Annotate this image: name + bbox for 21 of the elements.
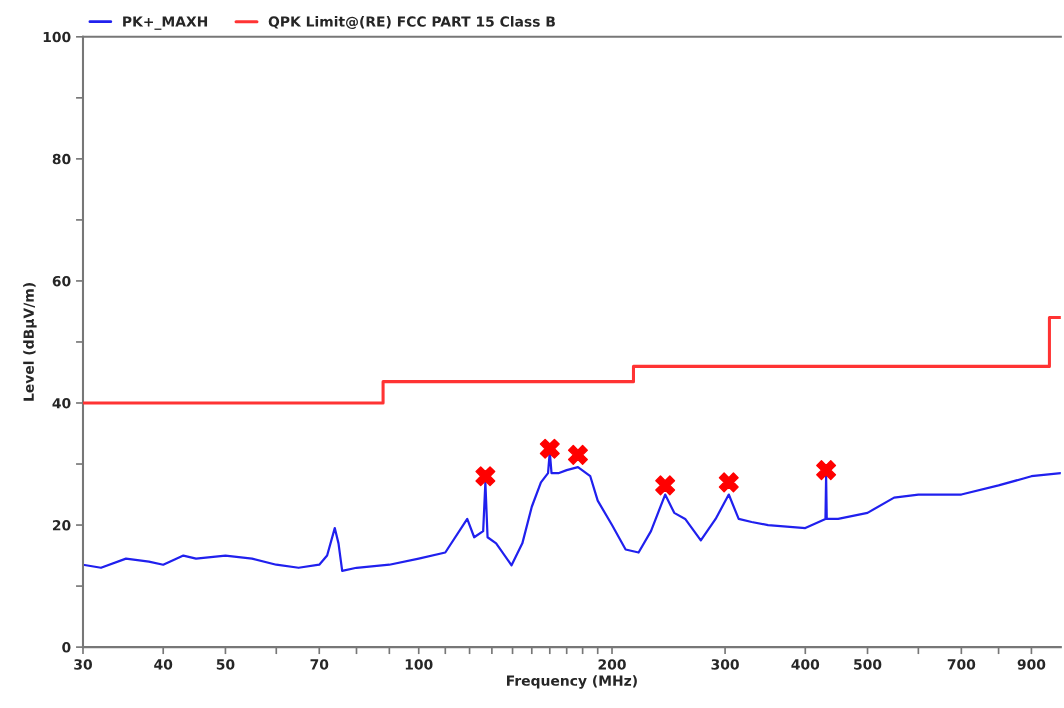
x-tick-label: 400 <box>791 659 820 670</box>
x-tick-label: 50 <box>216 659 235 670</box>
y-tick-label: 40 <box>52 397 71 409</box>
y-axis-title: Level (dBµV/m) <box>23 283 37 401</box>
x-tick-label: 500 <box>854 659 882 670</box>
legend-label: PK+_MAXH <box>123 16 208 30</box>
y-tick-label: 0 <box>62 642 71 653</box>
x-tick-label: 200 <box>598 659 626 670</box>
x-axis-title: Frequency (MHz) <box>507 675 637 689</box>
x-tick-label: 30 <box>74 659 92 670</box>
x-tick-label: 900 <box>1017 659 1046 670</box>
y-tick-label: 80 <box>52 153 71 165</box>
x-tick-label: 70 <box>310 659 329 670</box>
x-tick-label: 40 <box>154 659 173 670</box>
y-tick-label: 100 <box>43 31 71 43</box>
x-tick-label: 300 <box>711 659 739 670</box>
y-tick-label: 20 <box>52 520 71 531</box>
legend-label: QPK Limit@(RE) FCC PART 15 Class B <box>268 16 555 30</box>
x-tick-label: 700 <box>947 659 976 670</box>
x-tick-label: 100 <box>405 659 433 670</box>
y-tick-label: 60 <box>52 275 71 287</box>
